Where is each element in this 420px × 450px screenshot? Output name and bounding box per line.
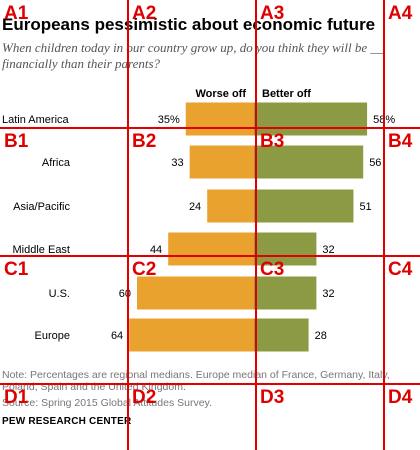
- category-label: Asia/Pacific: [13, 201, 70, 213]
- value-label-better-off: 56: [369, 157, 381, 169]
- grid-cell-label: C2: [132, 259, 157, 280]
- bar-worse-off: [189, 145, 254, 179]
- value-label-worse-off: 24: [189, 201, 201, 213]
- bar-better-off: [254, 189, 354, 223]
- value-label-worse-off: 35%: [158, 114, 180, 126]
- value-label-worse-off: 60: [119, 288, 131, 300]
- bar-worse-off: [129, 318, 254, 352]
- bar-worse-off: [207, 189, 254, 223]
- legend-worse-off: Worse off: [195, 88, 246, 100]
- grid-cell-label: A1: [4, 3, 29, 24]
- chart-title: Europeans pessimistic about economic fut…: [2, 15, 376, 34]
- bar-better-off: [254, 102, 368, 136]
- value-label-better-off: 51: [359, 201, 371, 213]
- grid-cell-label: B3: [260, 131, 285, 152]
- grid-line-horizontal: [0, 383, 420, 385]
- brand-label: PEW RESEARCH CENTER: [2, 416, 132, 427]
- bar-better-off: [254, 145, 364, 179]
- bar-better-off: [254, 276, 317, 310]
- category-label: U.S.: [49, 288, 70, 300]
- category-label: Africa: [42, 157, 71, 169]
- grid-cell-label: C1: [4, 259, 29, 280]
- grid-cell-label: B1: [4, 131, 29, 152]
- grid-cell-label: A4: [388, 3, 413, 24]
- bar-worse-off: [185, 102, 254, 136]
- grid-cell-label: C4: [388, 259, 413, 280]
- bar-worse-off: [137, 276, 254, 310]
- chart-note: Note: Percentages are regional medians. …: [2, 369, 390, 393]
- grid-cell-label: B2: [132, 131, 157, 152]
- grid-cell-label: A3: [260, 3, 285, 24]
- value-label-worse-off: 64: [111, 330, 123, 342]
- value-label-worse-off: 33: [171, 157, 183, 169]
- bar-better-off: [254, 318, 309, 352]
- bar-better-off: [254, 232, 317, 266]
- grid-cell-label: B4: [388, 131, 413, 152]
- grid-cell-label: D1: [4, 387, 29, 408]
- grid-cell-label: D3: [260, 387, 285, 408]
- grid-line-vertical: [255, 0, 257, 450]
- grid-line-vertical: [127, 0, 129, 450]
- grid-cell-label: C3: [260, 259, 285, 280]
- category-label: Latin America: [2, 114, 70, 126]
- value-label-better-off: 32: [322, 288, 334, 300]
- legend-better-off: Better off: [262, 88, 311, 100]
- grid-cell-label: D2: [132, 387, 157, 408]
- chart-subtitle: When children today in our country grow …: [2, 40, 384, 71]
- value-label-better-off: 28: [315, 330, 327, 342]
- bar-worse-off: [168, 232, 254, 266]
- category-label: Middle East: [13, 244, 70, 256]
- grid-cell-label: A2: [132, 3, 157, 24]
- value-label-better-off: 32: [322, 244, 334, 256]
- grid-cell-label: D4: [388, 387, 413, 408]
- grid-line-horizontal: [0, 255, 420, 257]
- value-label-worse-off: 44: [150, 244, 162, 256]
- category-label: Europe: [35, 330, 70, 342]
- chart-source: Source: Spring 2015 Global Attitudes Sur…: [2, 397, 212, 409]
- grid-line-horizontal: [0, 127, 420, 129]
- grid-line-vertical: [383, 0, 385, 450]
